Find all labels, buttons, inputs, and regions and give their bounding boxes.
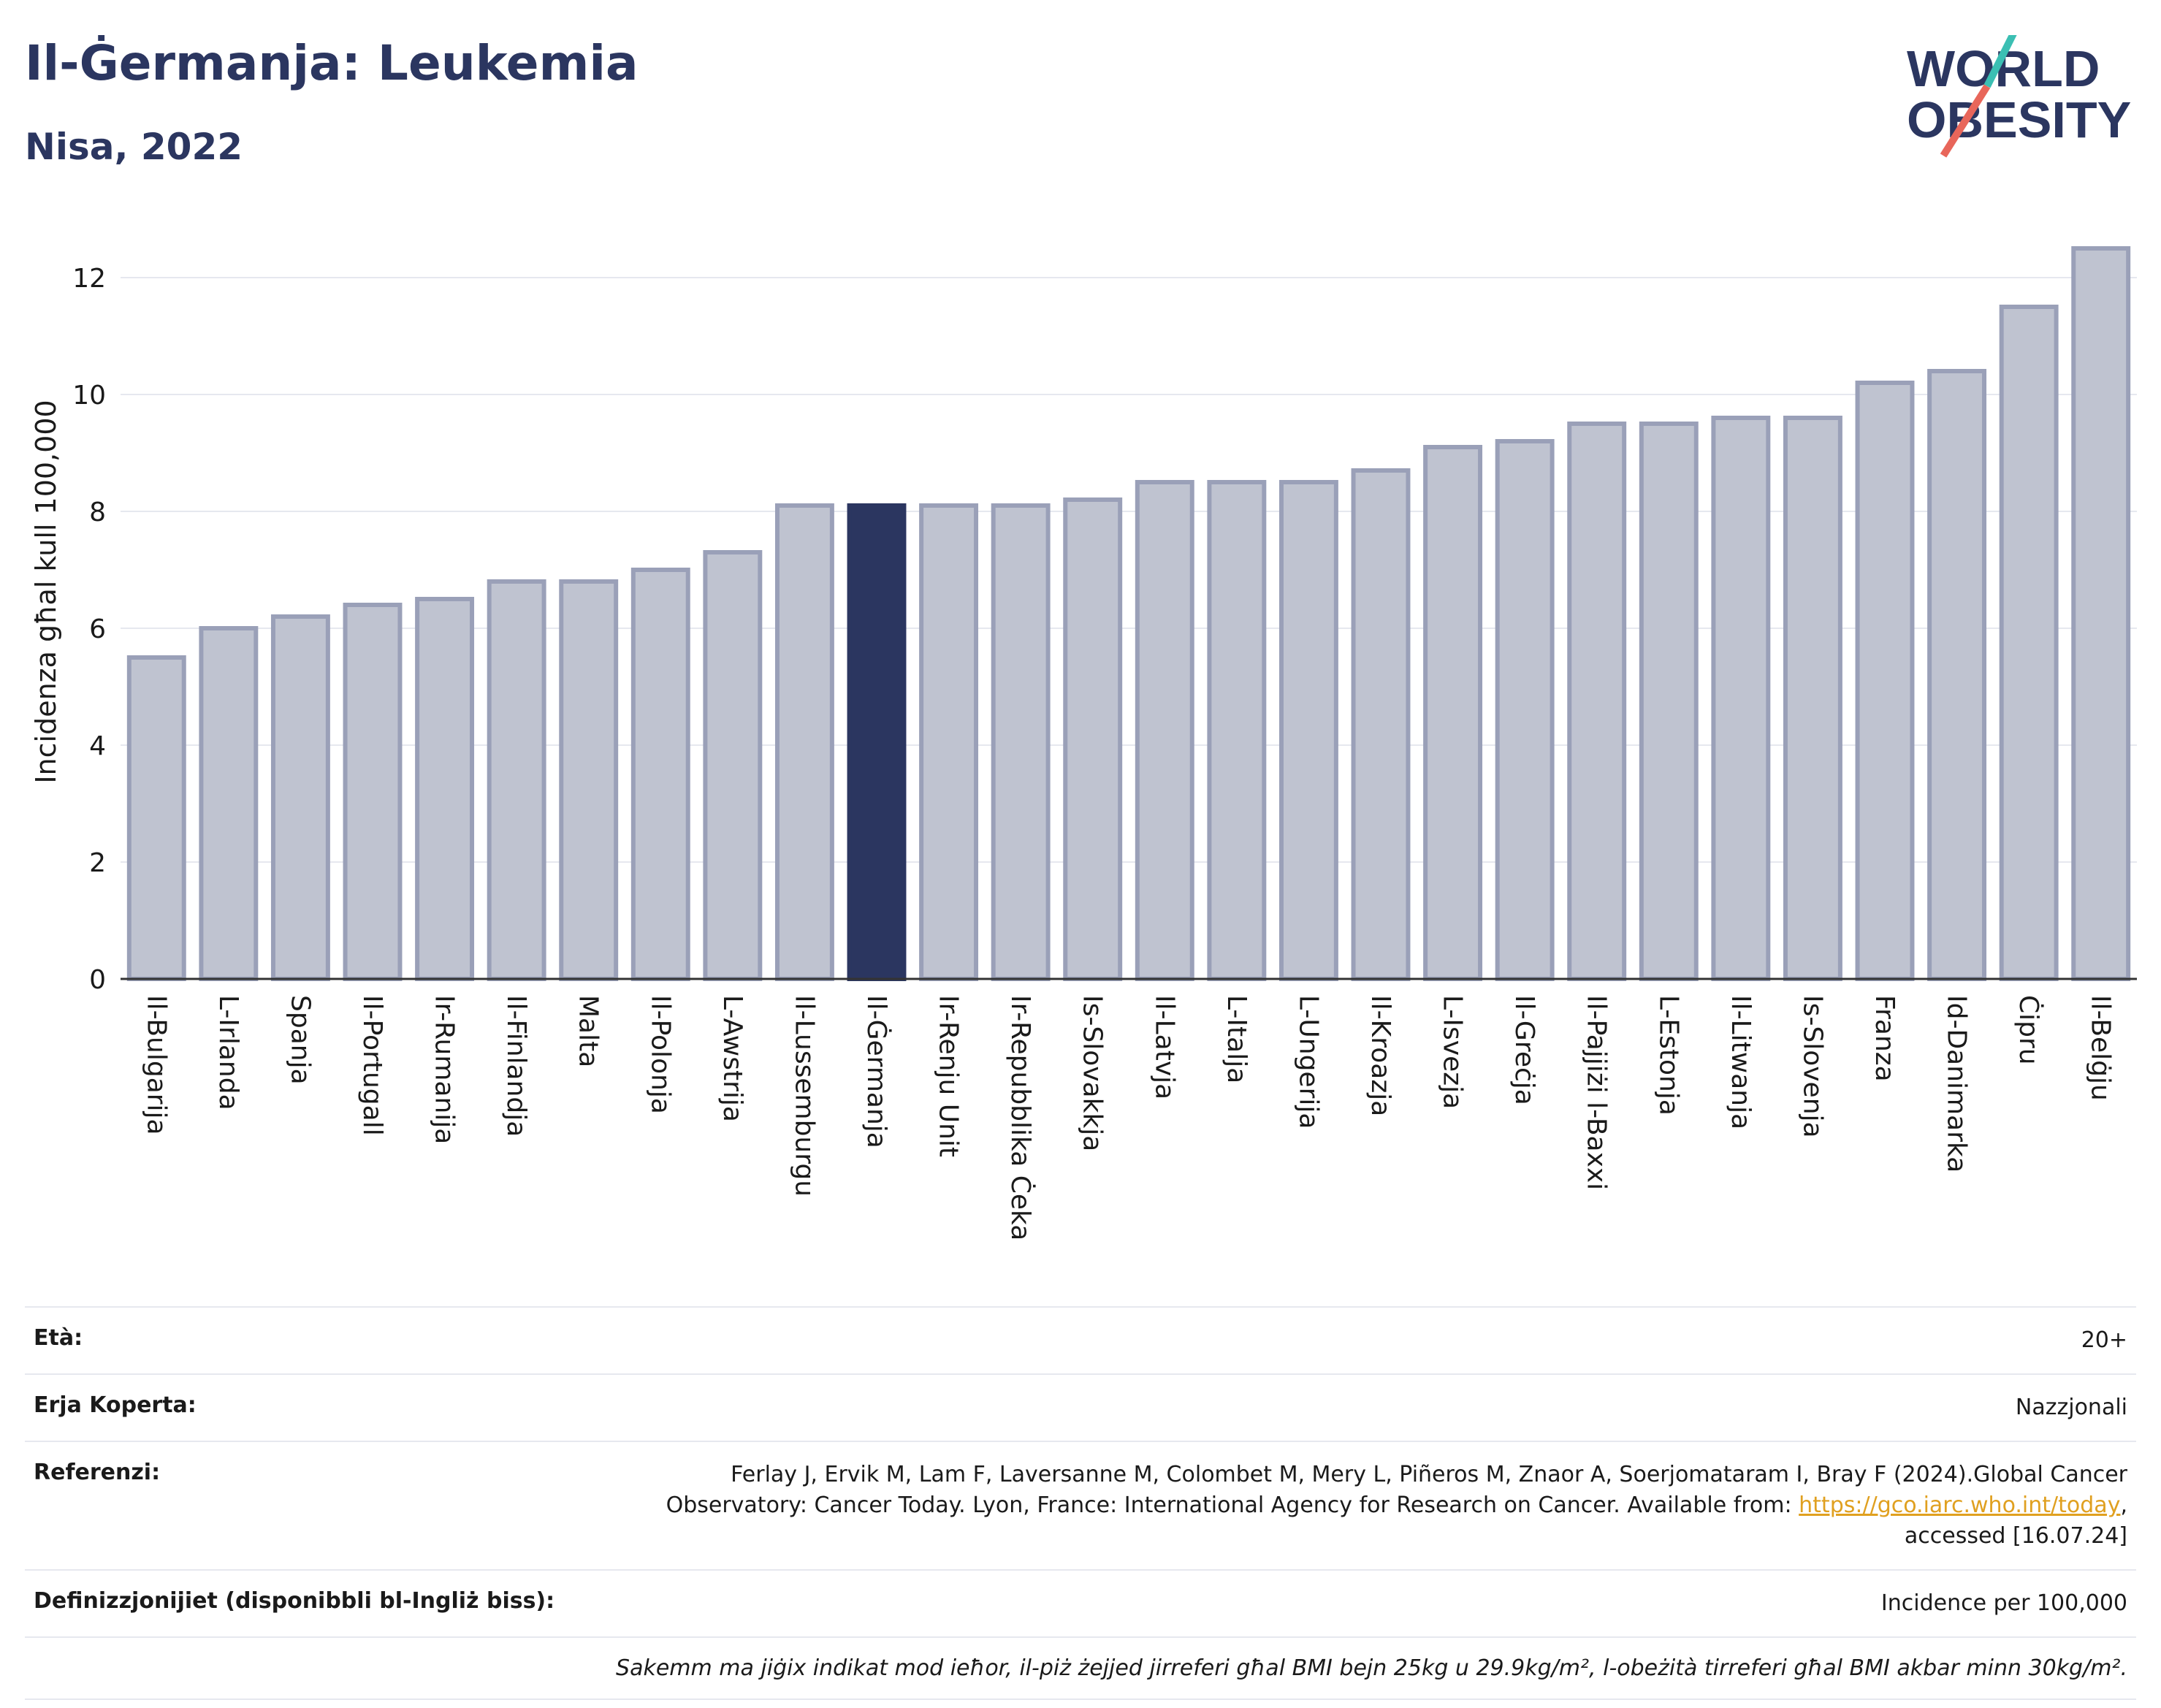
x-tick-label: Spanja bbox=[285, 995, 315, 1085]
x-tick-label: Il-Pajjiżi l-Baxxi bbox=[1582, 995, 1612, 1190]
bars bbox=[126, 246, 2131, 981]
x-tick-label: Il-Portugall bbox=[357, 995, 387, 1136]
x-tick-label: L-Ungerija bbox=[1293, 995, 1323, 1129]
bar-1 bbox=[199, 626, 259, 981]
y-tick-label: 0 bbox=[89, 965, 106, 995]
x-tick-label: Is-Slovenja bbox=[1797, 995, 1827, 1138]
logo-slash-red bbox=[1940, 84, 1991, 158]
info-row-references: Referenzi: Ferlay J, Ervik M, Lam F, Lav… bbox=[25, 1441, 2136, 1569]
info-table: Età: 20+ Erja Koperta: Nazzjonali Refere… bbox=[25, 1306, 2136, 1700]
info-row-definitions: Definizzjonijiet (disponibbli bl-Ingliż … bbox=[25, 1569, 2136, 1636]
x-tick-label: Ir-Renju Unit bbox=[934, 995, 964, 1157]
definitions-label: Definizzjonijiet (disponibbli bl-Ingliż … bbox=[34, 1588, 555, 1614]
bar-9 bbox=[774, 503, 834, 981]
bar-14 bbox=[1135, 480, 1194, 981]
bar-2 bbox=[270, 614, 330, 981]
x-tick-label: L-Irlanda bbox=[213, 995, 243, 1110]
references-label: Referenzi: bbox=[34, 1460, 161, 1485]
x-tick-label: Ċipru bbox=[2013, 995, 2044, 1065]
info-row-age: Età: 20+ bbox=[25, 1306, 2136, 1373]
definitions-value: Incidence per 100,000 bbox=[1880, 1590, 2127, 1616]
bar-23 bbox=[1783, 416, 1842, 981]
bar-7 bbox=[630, 568, 690, 981]
bar-27 bbox=[2071, 246, 2131, 981]
bar-12 bbox=[991, 503, 1051, 981]
footnote: Sakemm ma jiġix indikat mod ieħor, il-pi… bbox=[25, 1636, 2136, 1700]
bar-3 bbox=[343, 603, 403, 981]
y-tick-label: 8 bbox=[89, 497, 106, 527]
bar-15 bbox=[1207, 480, 1267, 981]
x-tick-label: Is-Slovakkja bbox=[1078, 995, 1108, 1151]
y-tick-label: 12 bbox=[72, 264, 106, 294]
bar-5 bbox=[487, 579, 546, 981]
area-label: Erja Koperta: bbox=[34, 1392, 197, 1418]
x-axis-ticks: Il-Bulgarija L-Irlanda Spanja Il-Portugall I… bbox=[141, 995, 2115, 1240]
x-tick-label: Il-Latvja bbox=[1149, 995, 1179, 1099]
x-tick-label: L-Awstrija bbox=[717, 995, 747, 1122]
bar-0 bbox=[126, 655, 186, 981]
y-axis-ticks: 0 2 4 6 8 10 12 bbox=[72, 264, 106, 995]
bar-8 bbox=[703, 550, 763, 981]
bar-24 bbox=[1855, 381, 1915, 981]
bar-10 bbox=[847, 503, 907, 981]
bar-21 bbox=[1639, 422, 1699, 981]
x-tick-label: Il-Ġermanja bbox=[861, 995, 892, 1148]
references-link[interactable]: https://gco.iarc.who.int/today bbox=[1799, 1492, 2121, 1518]
y-tick-label: 10 bbox=[72, 381, 106, 411]
x-tick-label: L-Isvezja bbox=[1438, 995, 1468, 1109]
bar-25 bbox=[1927, 369, 1987, 981]
y-tick-label: 4 bbox=[89, 731, 106, 761]
x-tick-label: Il-Lussemburgu bbox=[789, 995, 819, 1197]
references-value: Ferlay J, Ervik M, Lam F, Laversanne M, … bbox=[622, 1460, 2127, 1552]
world-obesity-logo: WORLD OBESITY bbox=[1907, 35, 2131, 158]
logo-line2: OBESITY bbox=[1907, 91, 2131, 148]
bar-11 bbox=[919, 503, 979, 981]
x-tick-label: Il-Bulgarija bbox=[141, 995, 171, 1135]
bar-17 bbox=[1351, 468, 1411, 981]
x-tick-label: Il-Kroazja bbox=[1365, 995, 1395, 1116]
bar-22 bbox=[1711, 416, 1771, 981]
x-tick-label: Il-Belġju bbox=[2086, 995, 2116, 1101]
references-text: Ferlay J, Ervik M, Lam F, Laversanne M, … bbox=[666, 1462, 2127, 1518]
bar-13 bbox=[1063, 497, 1123, 981]
bar-20 bbox=[1567, 422, 1627, 981]
x-tick-label: Ir-Rumanija bbox=[430, 995, 460, 1144]
logo-slash-teal bbox=[1983, 35, 2017, 88]
info-row-area: Erja Koperta: Nazzjonali bbox=[25, 1373, 2136, 1441]
bar-19 bbox=[1495, 439, 1555, 981]
page-subtitle: Nisa, 2022 bbox=[25, 126, 243, 168]
page-title: Il-Ġermanja: Leukemia bbox=[25, 35, 639, 91]
age-label: Età: bbox=[34, 1325, 83, 1351]
bar-18 bbox=[1423, 445, 1483, 981]
y-tick-label: 2 bbox=[89, 848, 106, 878]
x-tick-label: Il-Litwanja bbox=[1726, 995, 1756, 1129]
y-axis-label: Incidenza għal kull 100,000 bbox=[30, 400, 62, 783]
bar-4 bbox=[415, 597, 475, 981]
x-tick-label: Il-Greċja bbox=[1509, 995, 1539, 1105]
y-tick-label: 6 bbox=[89, 614, 106, 644]
area-value: Nazzjonali bbox=[2015, 1395, 2127, 1420]
x-tick-label: Id-Danimarka bbox=[1942, 995, 1972, 1173]
bar-26 bbox=[1999, 305, 2059, 981]
x-tick-label: Ir-Repubblika Ċeka bbox=[1005, 995, 1036, 1240]
x-tick-label: Malta bbox=[573, 995, 603, 1067]
x-tick-label: Il-Finlandja bbox=[501, 995, 531, 1137]
x-tick-label: L-Estonja bbox=[1653, 995, 1683, 1116]
bar-16 bbox=[1278, 480, 1338, 981]
x-tick-label: L-Italja bbox=[1221, 995, 1251, 1083]
age-value: 20+ bbox=[2081, 1327, 2127, 1353]
x-tick-label: Il-Polonja bbox=[645, 995, 675, 1114]
x-tick-label: Franza bbox=[1870, 995, 1899, 1082]
bar-6 bbox=[559, 579, 619, 981]
references-accessed: , accessed [16.07.24] bbox=[1904, 1492, 2127, 1549]
